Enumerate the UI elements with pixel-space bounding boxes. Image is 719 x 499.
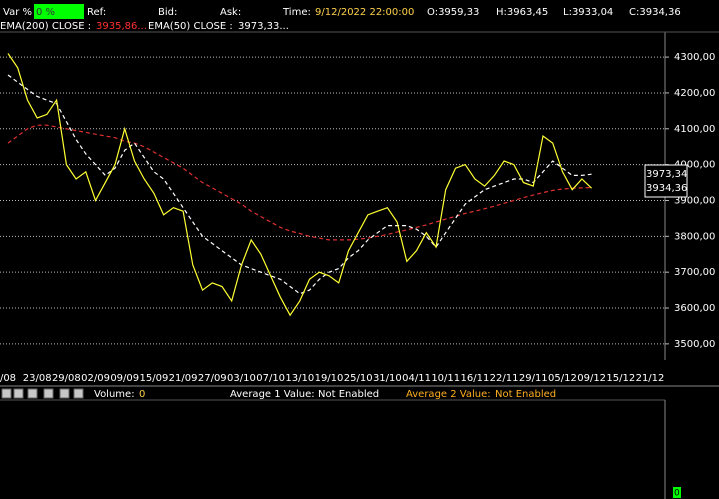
button[interactable] — [13, 388, 24, 399]
y-tick-label: 3700,00 — [674, 267, 715, 278]
x-tick-label: 27/09 — [198, 373, 227, 384]
x-tick-label: 09/12 — [577, 373, 606, 384]
y-tick-label: 4000,00 — [674, 160, 715, 171]
var-box — [34, 4, 84, 19]
y-tick-label: 3500,00 — [674, 339, 715, 350]
x-tick-label: 09/09 — [110, 373, 139, 384]
low: L:3933,04 — [563, 7, 613, 18]
avg2-label: Average 2 Value: — [406, 389, 491, 400]
y-tick-label: 4200,00 — [674, 88, 715, 99]
series-line — [7, 74, 592, 295]
x-tick-label: 23/08 — [23, 373, 52, 384]
y-tick-label: 4100,00 — [674, 124, 715, 135]
series-line — [7, 53, 593, 317]
var-value: 0 % — [36, 7, 55, 18]
y-tick-label: 3600,00 — [674, 303, 715, 314]
panel-toolbar — [1, 388, 84, 399]
ref-label: Ref: — [87, 7, 106, 18]
ema200-label: EMA(200) CLOSE : — [0, 21, 91, 32]
x-tick-label: 05/12 — [548, 373, 577, 384]
high: H:3963,45 — [496, 7, 548, 18]
avg1-label: Average 1 Value: — [230, 389, 315, 400]
ema50-value: 3973,33... — [238, 21, 289, 32]
axis-badge: 3973,34 — [646, 169, 687, 180]
x-tick-label: 13/10 — [285, 373, 314, 384]
var-label: Var % — [3, 7, 32, 18]
x-tick-label: 29/08 — [52, 373, 81, 384]
x-tick-label: 19/10 — [315, 373, 344, 384]
volume-axis-label: 0 — [674, 489, 680, 499]
series-line — [7, 124, 592, 241]
axis-badge: 3934,36 — [646, 183, 687, 194]
x-tick-label: 10/11 — [431, 373, 460, 384]
x-tick-label: 22/11 — [490, 373, 519, 384]
ema200-value: 3935,86... — [96, 21, 147, 32]
ask-label: Ask: — [220, 7, 241, 18]
button[interactable] — [59, 388, 70, 399]
volume-value: 0 — [139, 389, 145, 400]
x-tick-label: 02/09 — [81, 373, 110, 384]
y-tick-label: 4300,00 — [674, 52, 715, 63]
bid-label: Bid: — [158, 7, 177, 18]
x-tick-label: 29/11 — [519, 373, 548, 384]
time-value: 9/12/2022 22:00:00 — [315, 7, 414, 18]
volume-label: Volume: — [94, 389, 135, 400]
button[interactable] — [1, 388, 12, 399]
ema50-label: EMA(50) CLOSE : — [148, 21, 233, 32]
x-tick-label: 16/11 — [460, 373, 489, 384]
button[interactable] — [73, 388, 84, 399]
button[interactable] — [43, 388, 54, 399]
button[interactable] — [27, 388, 38, 399]
open: O:3959,33 — [427, 7, 479, 18]
x-tick-label: 25/10 — [344, 373, 373, 384]
x-tick-label: /08 — [0, 373, 16, 384]
x-tick-label: 15/09 — [139, 373, 168, 384]
x-tick-label: 07/10 — [256, 373, 285, 384]
close: C:3934,36 — [629, 7, 681, 18]
time-label: Time: — [282, 7, 311, 18]
x-tick-label: 15/12 — [606, 373, 635, 384]
x-tick-label: 04/11 — [402, 373, 431, 384]
x-tick-label: 21/12 — [636, 373, 665, 384]
x-tick-label: 03/10 — [227, 373, 256, 384]
volume-axis-box — [673, 487, 681, 498]
x-tick-label: 21/09 — [169, 373, 198, 384]
y-tick-label: 3800,00 — [674, 231, 715, 242]
badge-box — [644, 164, 688, 198]
avg1-value: Not Enabled — [318, 389, 379, 400]
y-tick-label: 3900,00 — [674, 195, 715, 206]
avg2-value: Not Enabled — [495, 389, 556, 400]
x-tick-label: 31/10 — [373, 373, 402, 384]
